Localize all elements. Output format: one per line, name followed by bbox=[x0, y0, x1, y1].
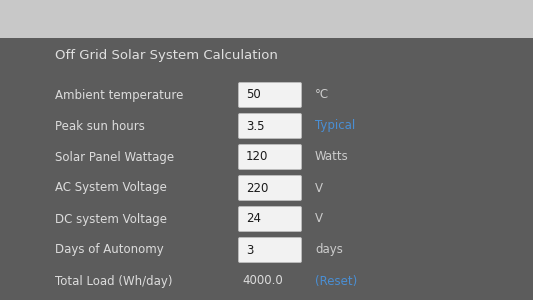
Text: Watts: Watts bbox=[315, 151, 349, 164]
Text: Typical: Typical bbox=[315, 119, 356, 133]
Text: Ambient temperature: Ambient temperature bbox=[55, 88, 183, 101]
Text: 3: 3 bbox=[246, 244, 253, 256]
Text: V: V bbox=[315, 212, 323, 226]
Text: (Reset): (Reset) bbox=[315, 274, 357, 287]
FancyBboxPatch shape bbox=[238, 82, 302, 107]
Text: 220: 220 bbox=[246, 182, 269, 194]
Text: 50: 50 bbox=[246, 88, 261, 101]
Text: DC system Voltage: DC system Voltage bbox=[55, 212, 167, 226]
FancyBboxPatch shape bbox=[238, 145, 302, 169]
Text: 4000.0: 4000.0 bbox=[242, 274, 282, 287]
Text: °C: °C bbox=[315, 88, 329, 101]
Text: Off Grid Solar System Calculation: Off Grid Solar System Calculation bbox=[55, 50, 278, 62]
FancyBboxPatch shape bbox=[238, 238, 302, 262]
Text: V: V bbox=[315, 182, 323, 194]
Text: Days of Autonomy: Days of Autonomy bbox=[55, 244, 164, 256]
FancyBboxPatch shape bbox=[238, 113, 302, 139]
Text: 24: 24 bbox=[246, 212, 261, 226]
Bar bbox=[0, 38, 533, 300]
Bar bbox=[0, 0, 533, 38]
Text: 120: 120 bbox=[246, 151, 269, 164]
Text: AC System Voltage: AC System Voltage bbox=[55, 182, 167, 194]
Text: Total Load (Wh/day): Total Load (Wh/day) bbox=[55, 274, 173, 287]
Text: 3.5: 3.5 bbox=[246, 119, 264, 133]
FancyBboxPatch shape bbox=[238, 206, 302, 232]
Text: days: days bbox=[315, 244, 343, 256]
FancyBboxPatch shape bbox=[238, 176, 302, 200]
Text: Solar Panel Wattage: Solar Panel Wattage bbox=[55, 151, 174, 164]
Text: Peak sun hours: Peak sun hours bbox=[55, 119, 145, 133]
